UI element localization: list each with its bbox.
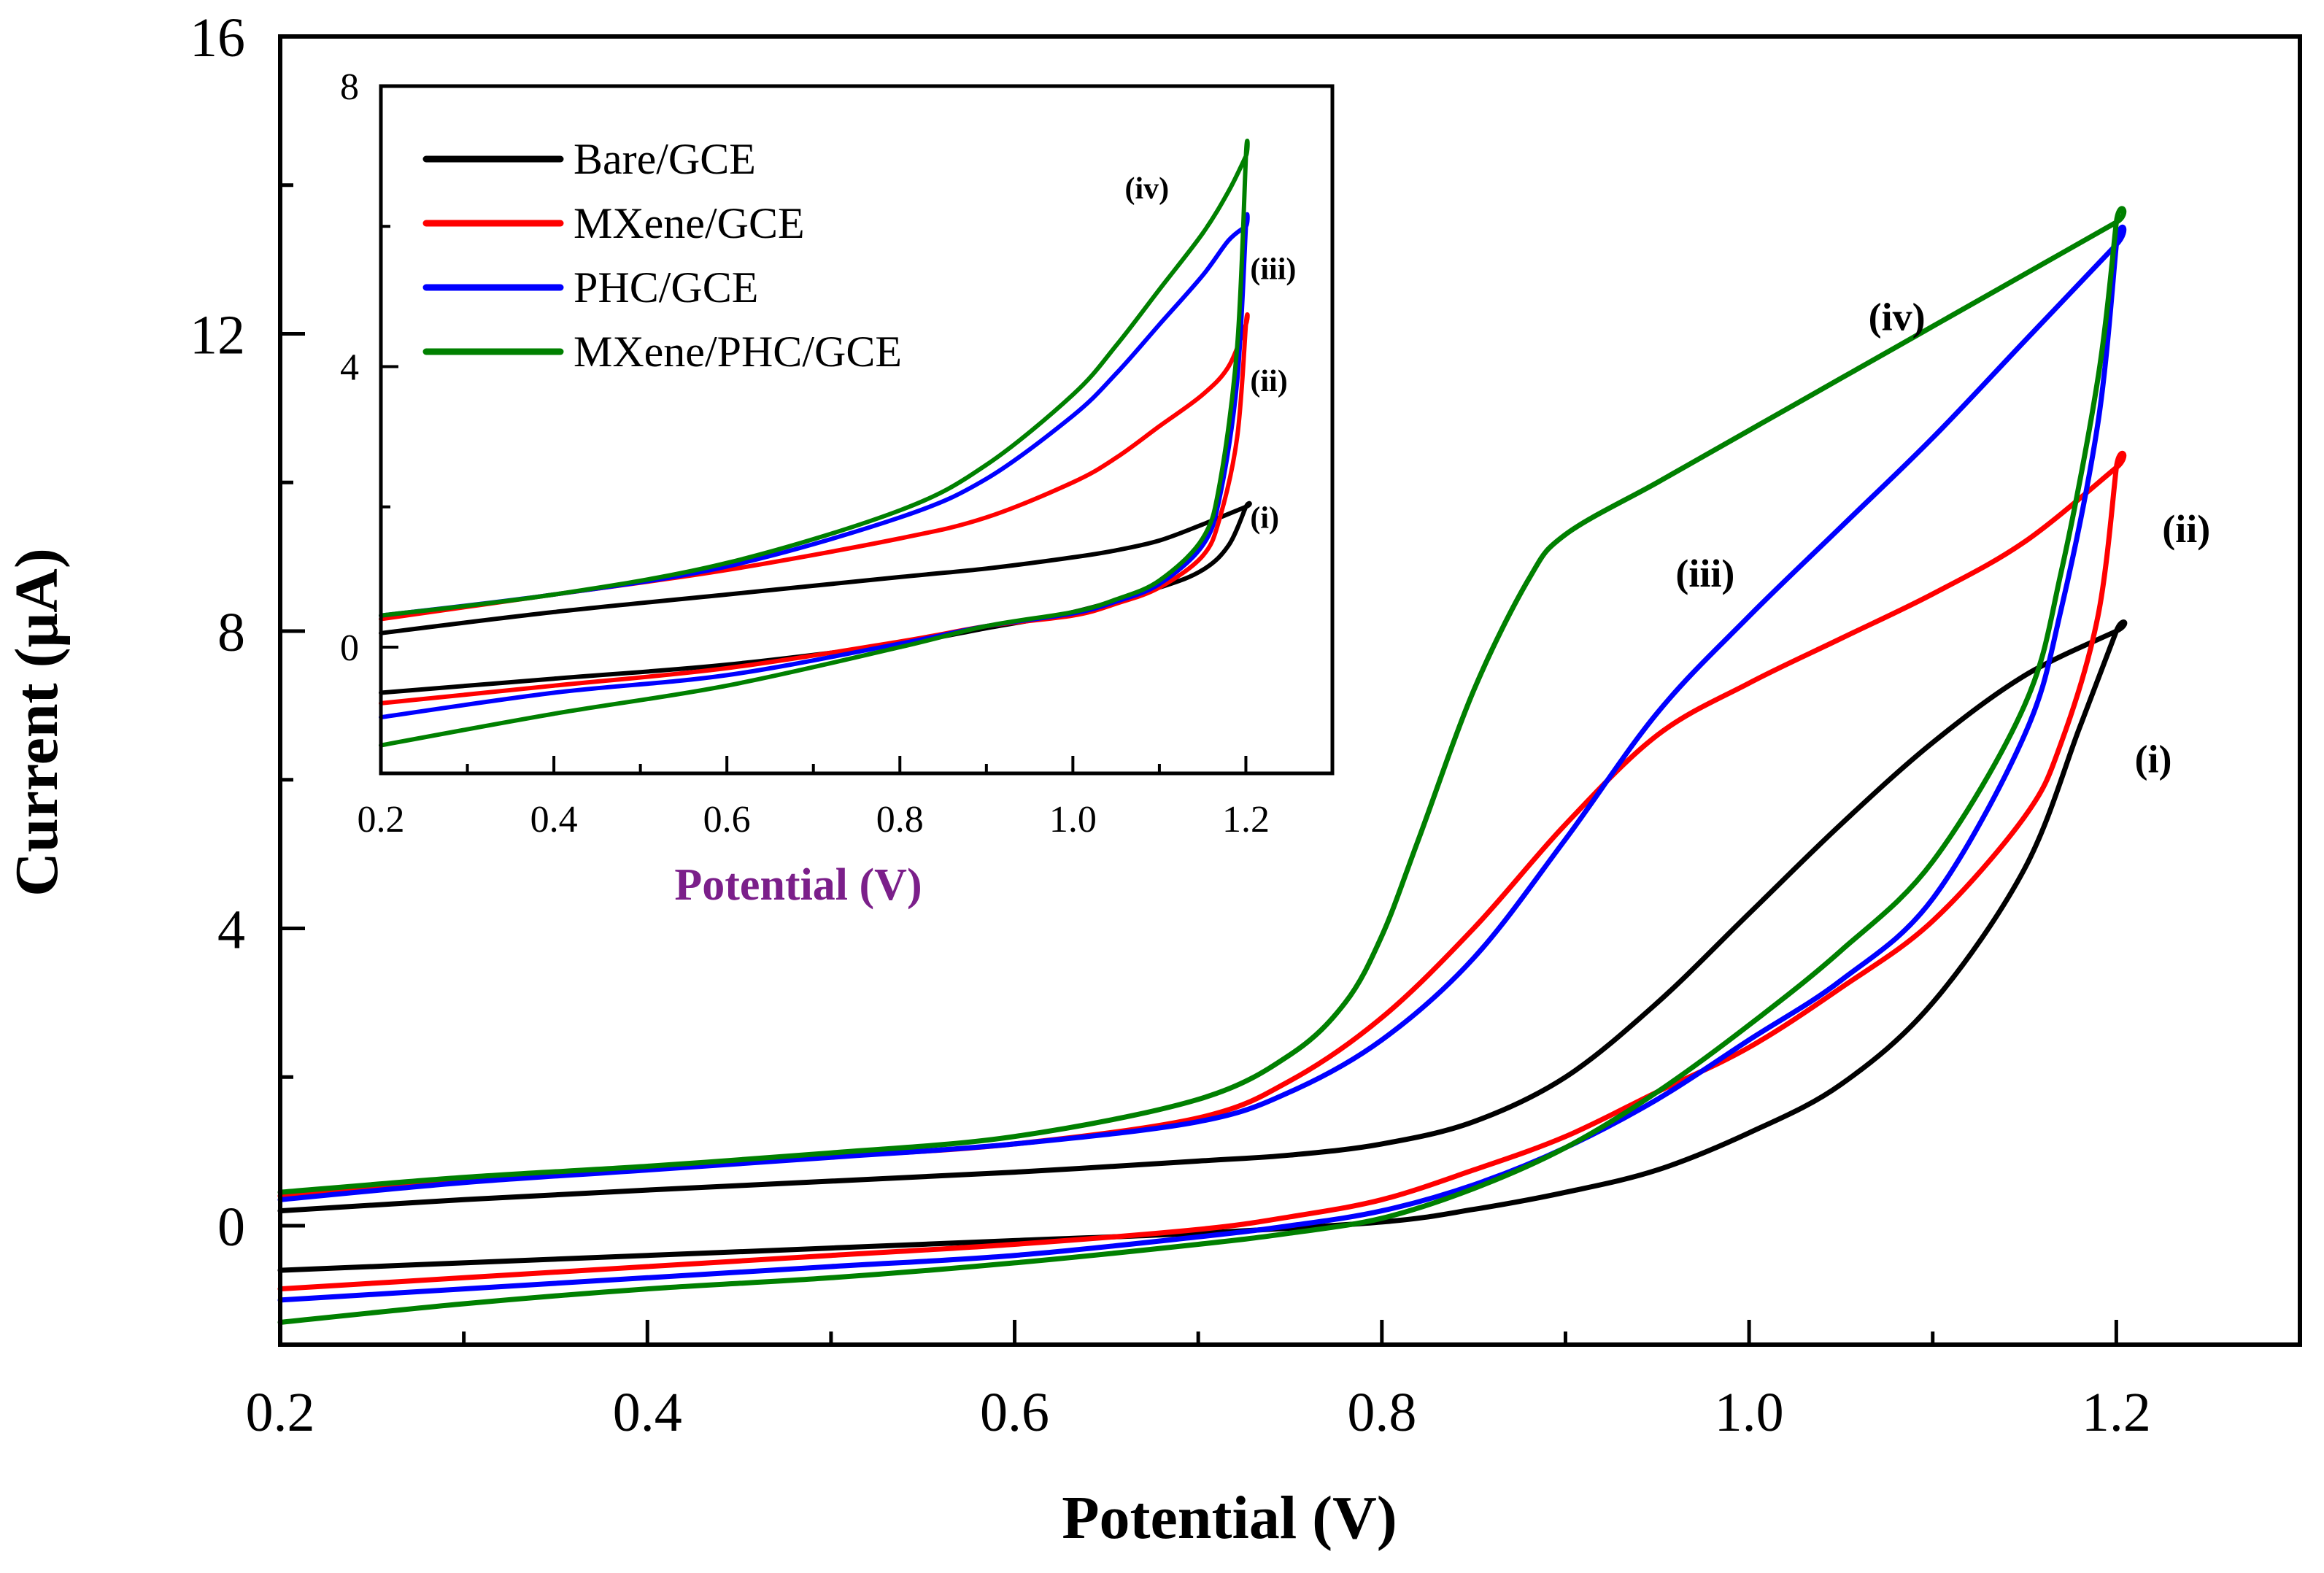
y-tick-label: 16: [190, 7, 245, 69]
inset-legend: Bare/GCE MXene/GCE PHC/GCE MXene/PHC/GCE: [422, 135, 902, 376]
inset-plot-area: 0.2 0.4 0.6 0.8 1.0 1.2 0 4 8 (i) (ii) (iii) (iv): [340, 66, 1335, 840]
x-axis-title: Potential (V): [1062, 1484, 1397, 1552]
inset-background: [381, 86, 1332, 773]
x-tick-label: 1.2: [2082, 1382, 2151, 1443]
legend-label-bare-gce: Bare/GCE: [574, 135, 756, 183]
inset-x-tick-label: 0.2: [358, 799, 405, 840]
inset-series-phc-gce: [379, 212, 1250, 720]
inset-x-tick-label: 1.0: [1049, 799, 1097, 840]
legend-label-phc-gce: PHC/GCE: [574, 263, 758, 312]
y-axis-title: Current (μA): [3, 548, 71, 897]
inset-series-mxene-phc-gce: [379, 139, 1250, 748]
curve-label-mxene-gce: (ii): [2162, 507, 2210, 551]
series-mxene-gce: [277, 450, 2127, 1292]
legend-label-mxene-gce: MXene/GCE: [574, 199, 805, 247]
x-tick-label: 0.4: [613, 1382, 682, 1443]
inset-y-tick-label: 4: [340, 347, 359, 388]
x-tick-label: 0.8: [1347, 1382, 1416, 1443]
legend-label-mxene-phc-gce: MXene/PHC/GCE: [574, 328, 902, 376]
y-tick-label: 12: [190, 305, 245, 366]
y-tick-label: 4: [217, 900, 245, 961]
plot-area: 0.2 0.4 0.6 0.8 1.0 1.2 0 4 8 12 16 (i) (ii) (iii) (iv…: [190, 7, 2302, 1443]
curve-label-phc-gce: (iii): [1675, 552, 1734, 595]
curve-label-mxene-phc-gce: (iv): [1869, 295, 1926, 339]
inset-x-tick-label: 0.4: [530, 799, 578, 840]
inset-plot-frame: [379, 84, 1335, 776]
inset-series-mxene-gce: [379, 312, 1250, 706]
y-tick-label: 8: [217, 602, 245, 663]
inset-y-tick-label: 0: [340, 627, 359, 669]
y-tick-label: 0: [217, 1197, 245, 1258]
x-tick-label: 1.0: [1715, 1382, 1784, 1443]
inset-curve-label-mxene-phc-gce: (iv): [1124, 172, 1169, 206]
curve-label-bare-gce: (i): [2135, 738, 2172, 781]
plot-frame: [278, 34, 2302, 1347]
inset-x-tick-label: 1.2: [1222, 799, 1270, 840]
x-tick-label: 0.6: [980, 1382, 1049, 1443]
inset-y-tick-label: 8: [340, 66, 359, 108]
inset-curve-label-phc-gce: (iii): [1250, 252, 1296, 286]
inset-x-axis-title: Potential (V): [674, 860, 922, 910]
inset-curve-label-bare-gce: (i): [1250, 502, 1279, 536]
series-mxene-phc-gce: [277, 206, 2127, 1325]
inset-x-tick-label: 0.6: [703, 799, 751, 840]
series-phc-gce: [277, 224, 2127, 1303]
x-tick-label: 0.2: [246, 1382, 315, 1443]
inset-x-tick-label: 0.8: [876, 799, 924, 840]
inset-curve-label-mxene-gce: (ii): [1250, 365, 1287, 398]
